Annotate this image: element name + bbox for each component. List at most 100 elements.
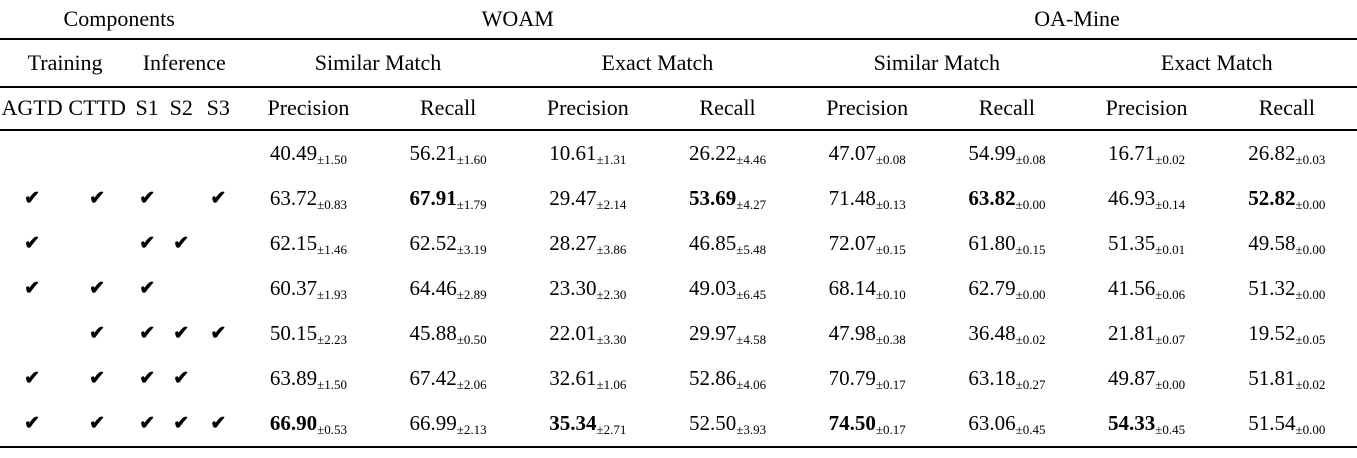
- check-cell: ✔: [130, 356, 164, 401]
- metric-std: ±5.48: [736, 241, 767, 257]
- metric-cell: 53.69±4.27: [658, 176, 797, 221]
- check-cell: [164, 266, 198, 311]
- column-header-precision: Precision: [517, 87, 658, 131]
- checkmark-icon: ✔: [210, 322, 227, 344]
- metric-std: ±1.60: [456, 151, 487, 167]
- metric-std: ±0.02: [1295, 376, 1326, 392]
- metric-std: ±0.00: [1295, 196, 1326, 212]
- metric-value: 51.35: [1108, 230, 1156, 255]
- metric-cell: 68.14±0.10: [797, 266, 937, 311]
- check-cell: ✔: [130, 221, 164, 266]
- checkmark-icon: ✔: [173, 232, 190, 254]
- checkmark-icon: ✔: [89, 322, 106, 344]
- metric-std: ±0.50: [456, 331, 487, 347]
- metric-cell: 36.48±0.02: [937, 311, 1076, 356]
- metric-cell: 61.80±0.15: [937, 221, 1076, 266]
- column-header-s2: S2: [164, 87, 199, 131]
- metric-value: 62.52: [409, 230, 457, 255]
- checkmark-icon: ✔: [89, 367, 106, 389]
- checkmark-icon: ✔: [24, 412, 40, 434]
- checkmark-icon: ✔: [210, 187, 227, 209]
- metric-cell: 40.49±1.50: [238, 130, 378, 176]
- section-header-woam: WOAM: [238, 2, 798, 41]
- metric-cell: 72.07±0.15: [797, 221, 937, 266]
- checkmark-icon: ✔: [173, 412, 190, 434]
- results-table: Components WOAM OA-Mine Training Inferen…: [0, 2, 1357, 448]
- check-cell: ✔: [198, 311, 238, 356]
- check-cell: ✔: [164, 400, 199, 448]
- metric-cell: 54.33±0.45: [1076, 400, 1217, 448]
- metric-value: 63.82: [968, 185, 1016, 210]
- metric-std: ±2.06: [456, 376, 487, 392]
- metric-cell: 28.27±3.86: [518, 221, 658, 266]
- metric-cell: 46.93±0.14: [1077, 176, 1217, 221]
- metric-cell: 63.18±0.27: [937, 356, 1076, 401]
- check-cell: ✔: [198, 400, 239, 448]
- metric-cell: 50.15±2.23: [238, 311, 378, 356]
- checkmark-icon: ✔: [89, 187, 106, 209]
- group-header-inference: Inference: [130, 39, 239, 89]
- metric-cell: 63.82±0.00: [937, 176, 1076, 221]
- metric-std: ±0.00: [1295, 286, 1326, 302]
- column-header-cttd: CTTD: [64, 87, 131, 131]
- check-cell: ✔: [130, 400, 165, 448]
- metric-std: ±0.00: [1015, 286, 1046, 302]
- metric-value: 60.37: [269, 275, 318, 300]
- table-row: 40.49±1.50 56.21±1.60 10.61±1.31 26.22±4.46…: [0, 130, 1357, 176]
- metric-cell: 63.89±1.50: [238, 356, 378, 401]
- checkmark-icon: ✔: [24, 187, 40, 209]
- metric-std: ±0.00: [1155, 376, 1186, 392]
- metric-cell: 62.15±1.46: [238, 221, 378, 266]
- group-header-training: Training: [0, 39, 131, 89]
- metric-std: ±0.02: [1155, 151, 1186, 167]
- checkmark-icon: ✔: [139, 187, 156, 209]
- check-cell: ✔: [130, 266, 164, 311]
- metric-std: ±0.45: [1015, 421, 1046, 437]
- metric-std: ±0.07: [1155, 331, 1186, 347]
- metric-cell: 74.50±0.17: [797, 400, 938, 448]
- metric-value: 51.81: [1248, 365, 1296, 390]
- metric-value: 19.52: [1248, 320, 1296, 345]
- metric-value: 47.07: [828, 140, 876, 165]
- metric-value: 54.99: [968, 140, 1016, 165]
- metric-value: 72.07: [828, 230, 876, 255]
- metric-cell: 47.07±0.08: [797, 130, 937, 176]
- metric-std: ±0.01: [1155, 241, 1186, 257]
- checkmark-icon: ✔: [24, 232, 40, 254]
- metric-value: 21.81: [1108, 320, 1156, 345]
- metric-value: 67.91: [409, 185, 457, 210]
- column-header-recall: Recall: [1216, 87, 1357, 131]
- metric-std: ±0.05: [1295, 331, 1326, 347]
- metric-value: 56.21: [409, 140, 457, 165]
- column-header-agtd: AGTD: [0, 87, 65, 131]
- metric-cell: 10.61±1.31: [518, 130, 658, 176]
- checkmark-icon: ✔: [210, 412, 227, 434]
- group-header-woam-similar-match: Similar Match: [238, 39, 518, 89]
- checkmark-icon: ✔: [24, 367, 40, 389]
- check-cell: ✔: [0, 400, 65, 448]
- checkmark-icon: ✔: [173, 322, 190, 344]
- check-cell: ✔: [0, 356, 64, 401]
- metric-std: ±1.46: [317, 241, 347, 257]
- metric-value: 62.79: [968, 275, 1016, 300]
- metric-cell: 62.79±0.00: [937, 266, 1076, 311]
- metric-std: ±0.27: [1015, 376, 1046, 392]
- metric-cell: 52.82±0.00: [1217, 176, 1357, 221]
- group-header-woam-exact-match: Exact Match: [517, 39, 798, 89]
- check-cell: ✔: [130, 176, 164, 221]
- metric-value: 29.47: [549, 185, 597, 210]
- metric-std: ±0.83: [317, 196, 347, 212]
- checkmark-icon: ✔: [139, 277, 156, 299]
- check-cell: [0, 130, 64, 176]
- metric-cell: 32.61±1.06: [518, 356, 658, 401]
- check-cell: ✔: [64, 311, 130, 356]
- metric-value: 49.58: [1248, 230, 1296, 255]
- metric-std: ±0.00: [1295, 241, 1326, 257]
- metric-cell: 63.06±0.45: [937, 400, 1077, 448]
- metric-cell: 29.47±2.14: [518, 176, 658, 221]
- metric-std: ±2.23: [317, 331, 347, 347]
- metric-value: 28.27: [549, 230, 597, 255]
- metric-cell: 35.34±2.71: [517, 400, 658, 448]
- metric-std: ±3.86: [596, 241, 627, 257]
- metric-std: ±0.53: [317, 421, 347, 437]
